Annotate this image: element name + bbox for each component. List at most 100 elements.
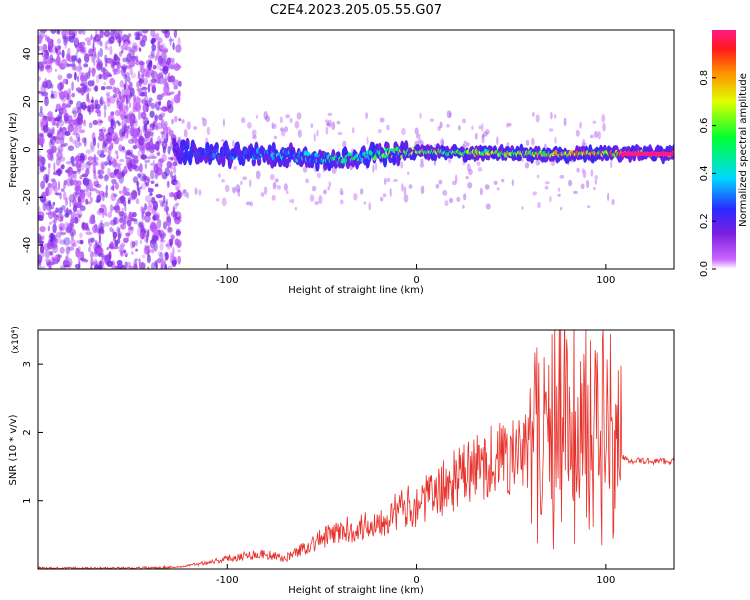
noise-blob — [252, 135, 257, 140]
noise-blob — [171, 60, 175, 65]
noise-blob — [169, 36, 172, 46]
noise-blob — [156, 258, 162, 264]
noise-blob — [156, 144, 160, 151]
noise-blob — [248, 179, 252, 188]
noise-blob — [47, 182, 52, 189]
noise-blob — [54, 117, 61, 122]
noise-blob — [83, 225, 90, 230]
noise-blob — [136, 133, 139, 138]
noise-blob — [323, 189, 327, 195]
noise-blob — [97, 51, 100, 61]
spectrogram-x-label: Height of straight line (km) — [288, 285, 424, 296]
noise-blob — [462, 204, 465, 209]
x-tick-label: 100 — [596, 575, 615, 586]
noise-blob — [60, 137, 65, 147]
noise-blob — [140, 186, 143, 190]
noise-blob — [70, 239, 76, 247]
noise-blob — [140, 182, 147, 190]
ridge-halo — [221, 154, 226, 168]
noise-blob — [94, 99, 99, 106]
noise-blob — [79, 232, 83, 239]
noise-blob — [69, 178, 74, 186]
noise-blob — [71, 162, 76, 167]
noise-blob — [172, 161, 178, 167]
noise-blob — [186, 121, 191, 130]
noise-blob — [563, 117, 567, 127]
noise-blob — [457, 125, 461, 131]
noise-blob — [139, 59, 143, 70]
x-tick-label: 0 — [413, 275, 419, 286]
noise-blob — [159, 201, 165, 208]
noise-blob — [144, 244, 147, 250]
x-tick-label: -100 — [216, 275, 239, 286]
ridge-halo — [370, 141, 376, 153]
noise-blob — [132, 145, 137, 150]
noise-blob — [170, 157, 174, 161]
noise-blob — [531, 137, 535, 146]
noise-blob — [232, 139, 235, 148]
noise-blob — [141, 234, 145, 239]
noise-blob — [77, 75, 80, 83]
noise-blob — [154, 183, 159, 187]
noise-blob — [128, 226, 134, 231]
noise-blob — [166, 161, 173, 169]
noise-blob — [137, 89, 142, 97]
noise-blob — [47, 166, 51, 177]
noise-blob — [375, 162, 378, 171]
noise-blob — [403, 186, 407, 195]
noise-blob — [116, 154, 119, 160]
noise-blob — [50, 137, 55, 144]
noise-blob — [125, 41, 129, 49]
noise-blob — [40, 30, 47, 34]
noise-blob — [51, 90, 54, 98]
snr-y-label: SNR (10 * v/v) — [8, 414, 19, 485]
noise-blob — [67, 93, 72, 103]
noise-blob — [164, 167, 170, 177]
noise-blob — [65, 161, 73, 165]
noise-blob — [149, 131, 154, 136]
noise-blob — [76, 201, 81, 209]
noise-blob — [590, 169, 594, 177]
noise-blob — [165, 198, 168, 207]
ridge-core — [246, 154, 251, 159]
noise-blob — [39, 164, 45, 173]
noise-blob — [105, 184, 109, 192]
noise-blob — [110, 118, 114, 128]
noise-blob — [92, 156, 99, 161]
y-tick-label: -20 — [22, 189, 33, 205]
colorbar-tick-label: 0.6 — [699, 118, 710, 134]
noise-blob — [47, 133, 53, 138]
noise-blob — [181, 119, 185, 124]
noise-blob — [119, 212, 124, 222]
noise-blob — [114, 32, 120, 40]
noise-blob — [116, 238, 121, 244]
noise-blob — [263, 111, 268, 120]
noise-blob — [379, 196, 384, 202]
noise-blob — [65, 246, 71, 255]
noise-blob — [65, 53, 71, 61]
noise-blob — [128, 102, 132, 109]
noise-blob — [102, 205, 107, 216]
noise-blob — [109, 204, 114, 213]
noise-blob — [75, 209, 83, 219]
noise-blob — [127, 112, 135, 123]
noise-blob — [163, 205, 170, 212]
noise-blob — [63, 237, 71, 246]
noise-blob — [145, 248, 152, 254]
noise-blob — [147, 266, 150, 269]
noise-blob — [336, 120, 341, 125]
noise-blob — [279, 116, 283, 124]
noise-blob — [484, 184, 490, 190]
noise-blob — [113, 193, 118, 198]
noise-blob — [109, 172, 115, 179]
noise-blob — [159, 229, 164, 236]
noise-blob — [118, 190, 123, 194]
noise-blob — [67, 172, 75, 179]
noise-blob — [442, 189, 448, 196]
noise-blob — [107, 211, 113, 218]
noise-blob — [103, 128, 107, 133]
noise-blob — [337, 131, 343, 136]
noise-blob — [331, 121, 336, 131]
noise-blob — [157, 41, 160, 50]
noise-blob — [138, 61, 145, 66]
